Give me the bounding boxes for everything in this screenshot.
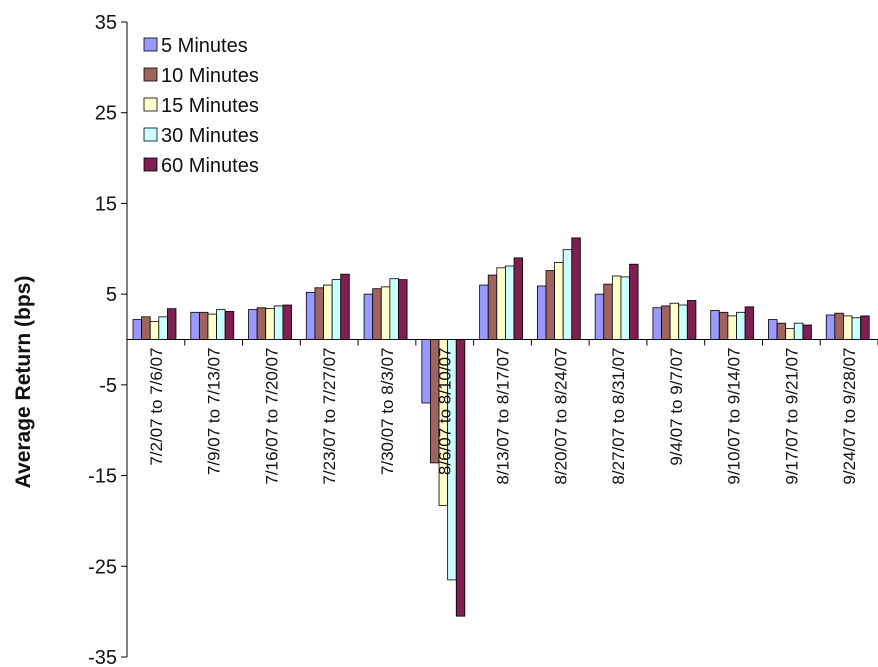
legend: 5 Minutes 10 Minutes 15 Minutes 30 Minutes 6… bbox=[143, 35, 259, 177]
bar bbox=[802, 324, 812, 340]
bar bbox=[536, 285, 547, 340]
bar bbox=[487, 274, 498, 340]
bar bbox=[860, 315, 870, 340]
x-category-label: 7/9/07 to 7/13/07 bbox=[205, 348, 224, 476]
bar bbox=[141, 316, 151, 340]
bar bbox=[340, 273, 350, 340]
y-tick-label: 15 bbox=[95, 193, 117, 215]
x-category-label: 9/10/07 to 9/14/07 bbox=[725, 348, 744, 485]
bar bbox=[744, 306, 755, 340]
x-category-label: 8/6/07 to 8/10/07 bbox=[436, 348, 455, 476]
bar bbox=[851, 317, 862, 340]
bars-layer bbox=[132, 237, 870, 617]
bar bbox=[198, 311, 209, 340]
bar bbox=[282, 304, 292, 340]
bar bbox=[620, 276, 630, 340]
bar bbox=[256, 307, 267, 340]
bar bbox=[785, 328, 795, 340]
bar bbox=[398, 279, 408, 340]
bar bbox=[323, 284, 333, 340]
bar bbox=[843, 315, 853, 340]
x-category-label: 8/20/07 to 8/24/07 bbox=[551, 348, 570, 485]
y-tick-label: -5 bbox=[99, 375, 117, 397]
bar bbox=[603, 283, 613, 340]
bar bbox=[158, 316, 168, 340]
bar bbox=[554, 261, 564, 340]
bar bbox=[710, 310, 720, 340]
bar bbox=[562, 249, 573, 340]
bar bbox=[727, 315, 737, 340]
bar bbox=[718, 311, 729, 340]
legend-swatch bbox=[143, 97, 158, 112]
legend-label: 30 Minutes bbox=[161, 125, 259, 147]
bar bbox=[479, 284, 489, 340]
bar bbox=[611, 275, 622, 340]
bar bbox=[248, 309, 258, 340]
bar bbox=[314, 287, 324, 340]
bar bbox=[389, 278, 399, 340]
bar bbox=[825, 314, 836, 340]
bar bbox=[363, 293, 374, 340]
bar bbox=[273, 305, 284, 340]
bar bbox=[594, 293, 605, 340]
bar bbox=[305, 291, 316, 340]
x-category-label: 8/13/07 to 8/17/07 bbox=[494, 348, 513, 485]
bar bbox=[224, 310, 235, 340]
category-labels-layer: 7/2/07 to 7/6/07 7/9/07 to 7/13/07 7/16/07… bbox=[147, 348, 859, 485]
bar bbox=[652, 307, 662, 340]
x-category-label: 9/17/07 to 9/21/07 bbox=[782, 348, 801, 485]
bar bbox=[505, 265, 515, 340]
x-category-label: 7/23/07 to 7/27/07 bbox=[320, 348, 339, 485]
y-tick-label: 5 bbox=[106, 284, 117, 306]
legend-label: 5 Minutes bbox=[161, 35, 248, 57]
bar bbox=[629, 263, 639, 340]
y-tick-label: 25 bbox=[95, 103, 117, 125]
y-axis-title: Average Return (bps) bbox=[12, 276, 35, 489]
legend-swatch bbox=[143, 37, 158, 52]
bar bbox=[166, 308, 177, 340]
bar bbox=[149, 320, 160, 340]
bar bbox=[793, 322, 804, 340]
bar bbox=[496, 267, 506, 340]
bar bbox=[736, 311, 746, 340]
x-category-label: 9/24/07 to 9/28/07 bbox=[840, 348, 859, 485]
x-category-label: 7/2/07 to 7/6/07 bbox=[147, 348, 166, 466]
legend-label: 15 Minutes bbox=[161, 95, 259, 117]
bar bbox=[768, 319, 778, 340]
bar bbox=[216, 309, 226, 340]
x-category-label: 7/30/07 to 8/3/07 bbox=[378, 348, 397, 476]
legend-swatch bbox=[143, 127, 158, 142]
bar bbox=[669, 302, 680, 340]
bar bbox=[380, 286, 391, 340]
legend-swatch bbox=[143, 67, 158, 82]
bar bbox=[545, 270, 555, 340]
bar bbox=[513, 257, 524, 340]
bar bbox=[372, 288, 382, 340]
bar bbox=[571, 237, 581, 340]
bar bbox=[132, 319, 143, 340]
bar bbox=[678, 304, 688, 340]
legend-label: 10 Minutes bbox=[161, 65, 259, 87]
bar bbox=[834, 312, 844, 340]
bar bbox=[776, 322, 787, 340]
y-tick-label: -35 bbox=[88, 647, 117, 667]
bar bbox=[686, 300, 697, 340]
x-category-label: 8/27/07 to 8/31/07 bbox=[609, 348, 628, 485]
bar bbox=[421, 339, 431, 404]
legend-swatch bbox=[143, 157, 158, 172]
legend-label: 60 Minutes bbox=[161, 155, 259, 177]
bar bbox=[207, 313, 217, 340]
bar bbox=[265, 308, 275, 340]
bar bbox=[661, 305, 671, 340]
x-category-label: 9/4/07 to 9/7/07 bbox=[667, 348, 686, 466]
x-category-label: 7/16/07 to 7/20/07 bbox=[262, 348, 281, 485]
bar bbox=[455, 339, 466, 617]
y-tick-label: 35 bbox=[95, 12, 117, 34]
bar bbox=[331, 279, 342, 340]
y-tick-label: -15 bbox=[88, 466, 117, 488]
bar bbox=[190, 311, 200, 340]
y-tick-label: -25 bbox=[88, 556, 117, 578]
